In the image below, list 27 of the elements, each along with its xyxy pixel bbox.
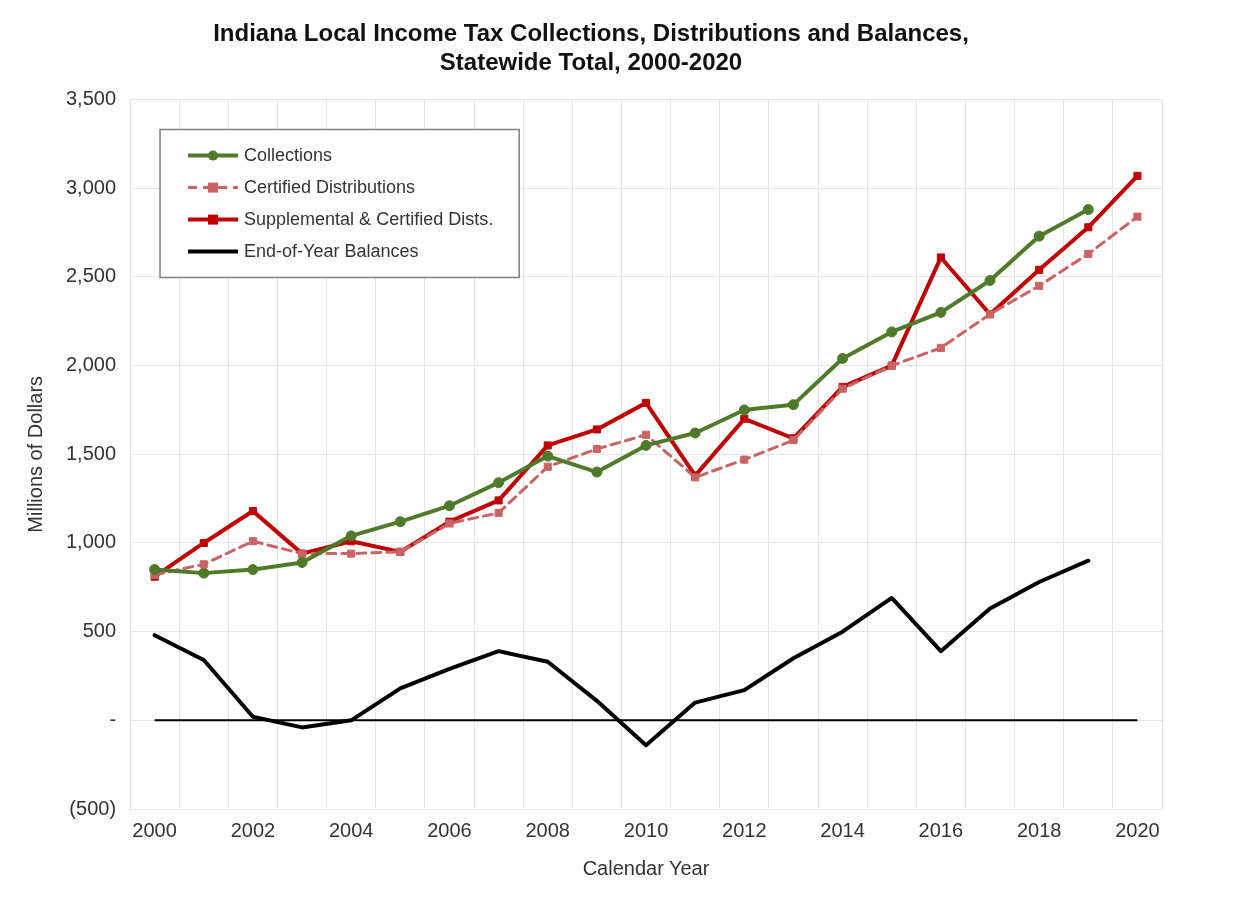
y-tick-label: 3,000 bbox=[65, 175, 117, 198]
y-tick-label: 1,000 bbox=[65, 530, 117, 553]
y-axis-title: Millions of Dollars bbox=[23, 375, 46, 533]
y-tick-label: - bbox=[109, 707, 117, 730]
x-tick-label: 2018 bbox=[1016, 818, 1062, 841]
x-tick-label: 2004 bbox=[328, 818, 374, 841]
legend-label: Supplemental & Certified Dists. bbox=[244, 208, 494, 229]
y-tick-label: 2,000 bbox=[65, 353, 117, 376]
x-tick-label: 2012 bbox=[722, 818, 767, 841]
legend-label: End-of-Year Balances bbox=[244, 240, 419, 261]
x-tick-label: 2016 bbox=[918, 818, 964, 841]
x-tick-label: 2002 bbox=[230, 818, 276, 841]
x-tick-label: 2020 bbox=[1115, 818, 1160, 841]
y-tick-label: 3,500 bbox=[65, 87, 117, 110]
y-tick-label: (500) bbox=[69, 796, 117, 819]
x-tick-label: 2000 bbox=[132, 818, 177, 841]
x-tick-label: 2010 bbox=[623, 818, 669, 841]
y-tick-label: 2,500 bbox=[65, 264, 117, 287]
x-tick-label: 2014 bbox=[820, 818, 865, 841]
x-axis-title: Calendar Year bbox=[582, 856, 710, 879]
y-tick-label: 1,500 bbox=[65, 441, 117, 464]
legend-label: Certified Distributions bbox=[244, 176, 416, 197]
y-tick-label: 500 bbox=[82, 619, 117, 642]
x-tick-label: 2008 bbox=[525, 818, 570, 841]
legend-label: Collections bbox=[244, 144, 333, 165]
chart-title: Indiana Local Income Tax Collections, Distributions and Balances, Statewide Total, 2000-2020 bbox=[213, 19, 969, 75]
x-tick-label: 2006 bbox=[427, 818, 472, 841]
